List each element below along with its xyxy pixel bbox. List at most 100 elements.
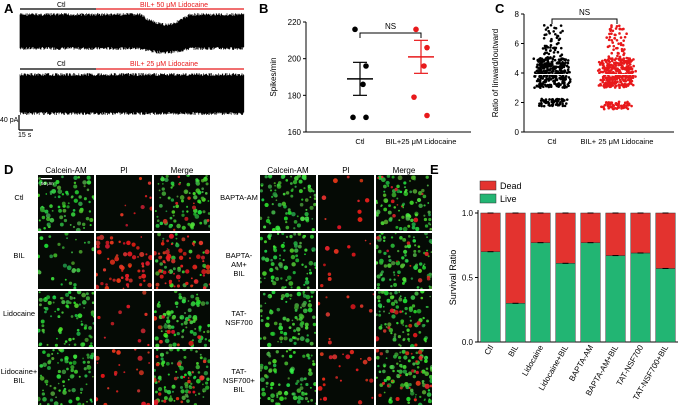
data-point (424, 44, 430, 51)
data-point (626, 78, 630, 82)
cell-dot (163, 399, 167, 403)
cell-dot (311, 249, 314, 252)
cell-dot (125, 273, 130, 278)
cell-dot (297, 332, 301, 336)
cell-dot (202, 390, 205, 393)
cell-dot (376, 355, 380, 360)
data-point (611, 41, 615, 44)
data-point (618, 27, 622, 31)
cell-dot (392, 214, 396, 218)
cell-dot (428, 285, 431, 288)
cell-dot (409, 264, 412, 267)
cell-dot (409, 319, 412, 322)
cell-dot (38, 396, 41, 402)
data-point (547, 29, 550, 33)
cell-dot (85, 216, 90, 221)
cell-dot (39, 207, 45, 213)
cell-dot (42, 362, 47, 367)
cell-dot (51, 352, 54, 355)
cell-dot (38, 291, 41, 294)
cell-dot (282, 317, 286, 321)
data-point (540, 83, 544, 87)
cell-dot (131, 255, 137, 260)
data-point (567, 76, 571, 79)
cell-dot (288, 338, 293, 343)
cell-dot (383, 291, 389, 296)
cell-dot (112, 278, 116, 282)
data-point (612, 44, 616, 48)
cell-dot (65, 190, 69, 195)
micrograph-calcein-am-cell (260, 349, 316, 405)
y-axis-label: Survival Ratio (448, 250, 458, 306)
cell-dot (189, 320, 194, 325)
cell-dot (91, 291, 94, 295)
data-point (562, 64, 565, 68)
cell-dot (408, 371, 413, 376)
cell-dot (147, 351, 150, 354)
cell-dot (206, 330, 210, 334)
data-point (544, 57, 548, 60)
cell-dot (426, 319, 429, 323)
bar-live (580, 242, 601, 343)
cell-dot (178, 293, 182, 297)
cell-dot (176, 361, 182, 367)
cell-dot (298, 313, 304, 318)
cell-dot (88, 210, 92, 213)
cell-dot (296, 286, 301, 289)
cell-dot (100, 281, 104, 286)
cell-dot (271, 203, 274, 206)
cell-dot (163, 324, 169, 329)
cell-dot (428, 398, 431, 401)
data-point (560, 71, 563, 75)
cell-dot (387, 184, 390, 187)
cell-dot (389, 292, 393, 295)
cell-dot (306, 272, 309, 275)
cell-dot (386, 375, 391, 381)
row-label: TAT-NSF700+ BIL (223, 367, 255, 394)
cell-dot (158, 255, 162, 260)
data-point (611, 29, 615, 33)
cell-dot (421, 369, 426, 374)
cell-dot (181, 335, 184, 339)
cell-dot (407, 333, 410, 336)
cell-dot (305, 208, 308, 211)
cell-dot (162, 219, 168, 224)
cell-dot (91, 247, 94, 252)
data-point (607, 101, 610, 104)
cell-dot (303, 283, 306, 286)
data-point (558, 83, 562, 87)
cell-dot (114, 255, 118, 259)
cell-dot (161, 187, 165, 191)
cell-dot (402, 365, 407, 369)
data-point (557, 65, 561, 69)
data-point (563, 58, 567, 62)
cell-dot (417, 278, 423, 283)
cell-dot (194, 394, 197, 396)
cell-dot (312, 362, 316, 366)
data-point (558, 68, 562, 72)
cell-dot (46, 224, 49, 226)
cell-dot (292, 395, 298, 401)
cell-dot (411, 304, 416, 308)
cell-dot (390, 243, 395, 248)
cell-dot (422, 194, 427, 199)
cell-dot (205, 175, 208, 178)
cell-dot (147, 181, 152, 185)
cell-dot (272, 281, 277, 286)
cell-dot (171, 210, 176, 214)
cell-dot (408, 323, 413, 328)
data-point (563, 69, 567, 73)
cell-dot (163, 386, 167, 389)
cell-dot (404, 254, 407, 257)
cell-dot (414, 213, 418, 217)
cell-dot (387, 326, 391, 330)
cell-dot (44, 209, 49, 214)
cell-dot (165, 255, 171, 261)
data-point (558, 76, 562, 80)
data-point (625, 106, 628, 109)
cell-dot (410, 352, 413, 355)
cell-dot (141, 273, 147, 279)
cell-dot (71, 387, 76, 393)
cell-dot (296, 291, 302, 297)
